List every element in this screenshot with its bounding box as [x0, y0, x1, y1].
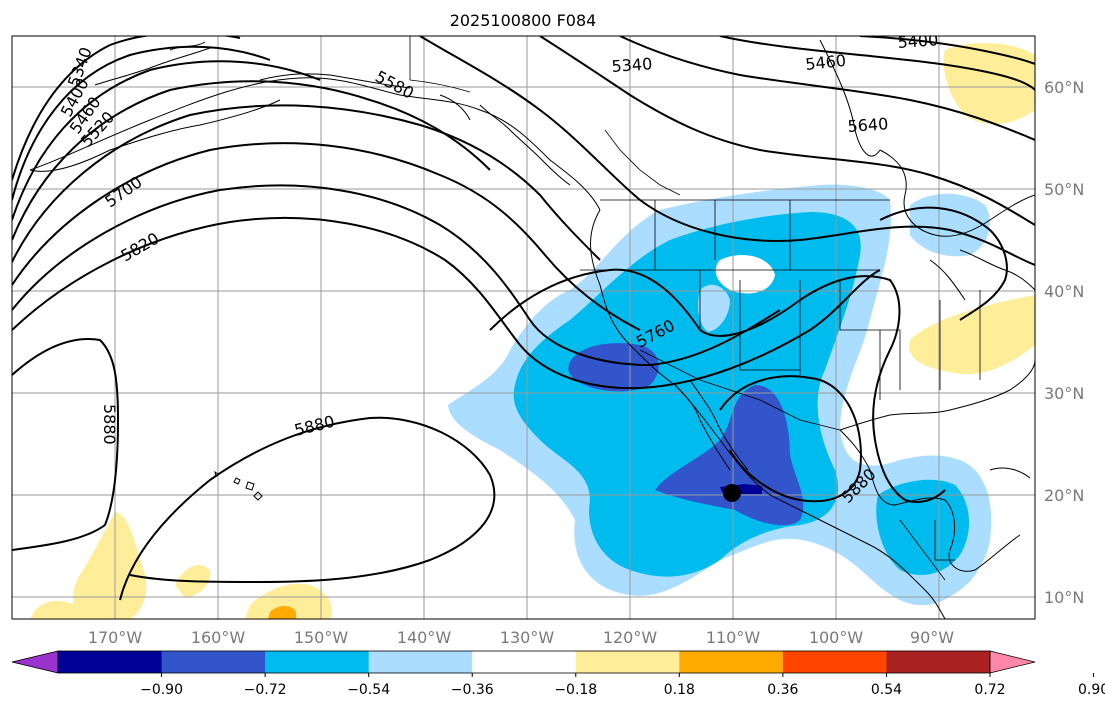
- colorbar: −0.90 −0.72 −0.54 −0.36 −0.18 0.18 0.36 0.54 0.7…: [11, 650, 1105, 698]
- lon-tick-label: 170°W: [88, 628, 143, 647]
- lon-tick-label: 90°W: [910, 628, 954, 647]
- lon-tick-label: 160°W: [191, 628, 246, 647]
- latitude-ticks: 60°N 50°N 40°N 30°N 20°N 10°N: [1044, 78, 1084, 607]
- yellow-pacific-4: [30, 600, 80, 619]
- colorbar-tick-label: 0.36: [767, 682, 798, 698]
- colorbar-cell: [368, 651, 473, 673]
- contour-label: 5340: [611, 54, 653, 76]
- colorbar-tick-label: 0.18: [664, 682, 695, 698]
- colorbar-cell: [575, 651, 680, 673]
- lon-tick-label: 110°W: [706, 628, 761, 647]
- longitude-ticks: 170°W 160°W 150°W 140°W 130°W 120°W 110°…: [88, 628, 954, 647]
- colorbar-cell: [161, 651, 266, 673]
- storm-center-dot: [723, 484, 741, 502]
- lat-tick-label: 30°N: [1044, 384, 1084, 403]
- coastlines: [29, 39, 1035, 619]
- lat-tick-label: 60°N: [1044, 78, 1084, 97]
- political-borders: [409, 36, 981, 581]
- dark-blue-region: [568, 343, 659, 392]
- contour-label: 5460: [804, 51, 846, 74]
- map-frame: [11, 35, 1036, 620]
- lat-tick-label: 10°N: [1044, 588, 1084, 607]
- contour-label: 5400: [897, 30, 939, 52]
- yellow-pacific-3: [245, 583, 332, 619]
- lon-tick-label: 130°W: [500, 628, 555, 647]
- colorbar-tick-label: 0.54: [871, 682, 902, 698]
- lon-tick-label: 140°W: [397, 628, 452, 647]
- colorbar-tick-label: 0.72: [974, 682, 1005, 698]
- colorbar-tick-label: −0.36: [451, 682, 494, 698]
- map-panel: 5340 5400 5460 5520 5580 5700 5820 5340 …: [12, 30, 1035, 619]
- colorbar-tick-label: −0.90: [140, 682, 183, 698]
- colorbar-tick-label: −0.54: [347, 682, 390, 698]
- colorbar-tick-label: −0.72: [244, 682, 287, 698]
- colorbar-extend-high: [989, 650, 1036, 674]
- canada-light-blue: [910, 193, 990, 257]
- precip-shading: [30, 43, 1035, 619]
- white-hole: [715, 255, 775, 294]
- colorbar-cell: [472, 651, 577, 673]
- colorbar-cell: [679, 651, 784, 673]
- contour-label: 5640: [847, 114, 889, 136]
- lon-tick-label: 100°W: [809, 628, 864, 647]
- yellow-northeast: [943, 43, 1035, 125]
- colorbar-frame: [57, 650, 991, 674]
- yellow-pacific-1: [73, 512, 147, 619]
- contour-label: 5880: [100, 404, 119, 445]
- colorbar-labels: −0.90 −0.72 −0.54 −0.36 −0.18 0.18 0.36 0.54 0.7…: [140, 673, 1105, 698]
- colorbar-extend-low: [11, 650, 59, 674]
- colorbar-cell: [886, 651, 991, 673]
- colorbar-tick-label: 0.90: [1078, 682, 1105, 698]
- colorbar-cell: [58, 651, 163, 673]
- colorbar-cell: [782, 651, 887, 673]
- lon-tick-label: 120°W: [603, 628, 658, 647]
- height-contours: [12, 36, 1035, 601]
- yellow-southeast: [909, 295, 1035, 375]
- figure-title: 2025100800 F084: [450, 11, 597, 30]
- lon-tick-label: 150°W: [294, 628, 349, 647]
- orange-pacific: [268, 606, 296, 619]
- lat-tick-label: 20°N: [1044, 486, 1084, 505]
- lat-tick-label: 40°N: [1044, 282, 1084, 301]
- colorbar-tick-label: −0.18: [554, 682, 597, 698]
- colorbar-cell: [265, 651, 370, 673]
- dark-blue-region-south: [655, 385, 804, 526]
- lat-tick-label: 50°N: [1044, 180, 1084, 199]
- white-hole-2: [698, 284, 730, 332]
- colorbar-cells: [11, 650, 1036, 674]
